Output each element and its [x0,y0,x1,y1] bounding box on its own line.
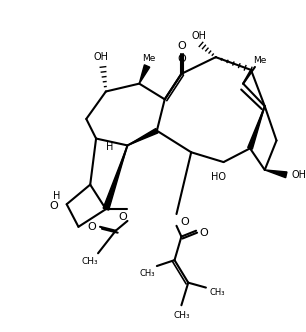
Text: CH₃: CH₃ [82,257,99,266]
Text: OH: OH [94,52,109,62]
Polygon shape [248,106,265,149]
Text: O: O [177,54,186,64]
Polygon shape [265,170,287,178]
Text: CH₃: CH₃ [173,310,190,319]
Text: O: O [177,42,186,51]
Text: H: H [53,191,61,202]
Text: O: O [180,217,189,227]
Text: O: O [118,212,127,222]
Text: O: O [88,222,96,232]
Text: Me: Me [253,55,267,65]
Text: O: O [200,228,208,238]
Polygon shape [103,145,128,210]
Polygon shape [128,128,158,145]
Text: H: H [106,142,114,152]
Polygon shape [139,65,150,84]
Text: OH: OH [192,31,207,41]
Text: CH₃: CH₃ [139,269,155,278]
Text: CH₃: CH₃ [210,288,226,297]
Text: O: O [50,201,58,211]
Text: HO: HO [211,172,226,182]
Text: OH: OH [292,170,306,180]
Text: Me: Me [142,54,156,63]
